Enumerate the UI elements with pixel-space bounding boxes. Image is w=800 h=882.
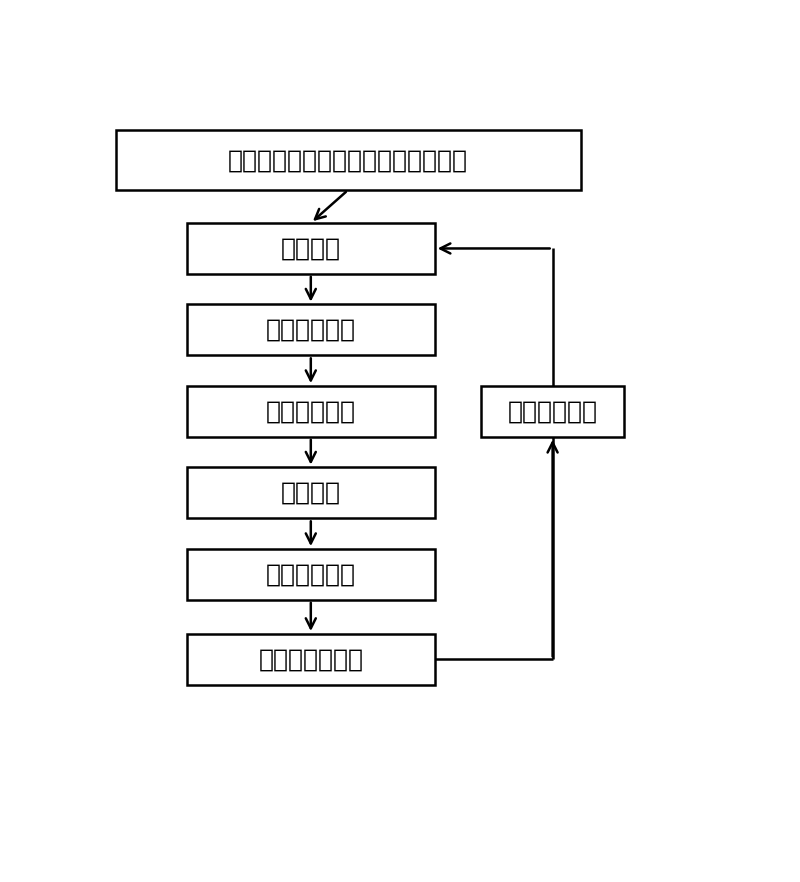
FancyBboxPatch shape xyxy=(187,634,435,684)
Text: 位置检测反馈: 位置检测反馈 xyxy=(507,400,598,423)
FancyBboxPatch shape xyxy=(482,386,624,437)
Text: 用直线段逼近零件刀心轨迹指令曲线: 用直线段逼近零件刀心轨迹指令曲线 xyxy=(228,148,468,172)
FancyBboxPatch shape xyxy=(187,467,435,519)
Text: 进给轴、工作台: 进给轴、工作台 xyxy=(258,647,363,671)
Text: 位置控制: 位置控制 xyxy=(281,481,341,505)
Text: 轮廓误差计算: 轮廓误差计算 xyxy=(266,318,356,342)
FancyBboxPatch shape xyxy=(187,549,435,600)
Text: 直线插补: 直线插补 xyxy=(281,236,341,260)
FancyBboxPatch shape xyxy=(187,386,435,437)
FancyBboxPatch shape xyxy=(187,304,435,355)
FancyBboxPatch shape xyxy=(187,223,435,274)
Text: 轮廓误差补偿: 轮廓误差补偿 xyxy=(266,400,356,423)
Text: 伺服执行机构: 伺服执行机构 xyxy=(266,563,356,587)
FancyBboxPatch shape xyxy=(115,131,581,190)
